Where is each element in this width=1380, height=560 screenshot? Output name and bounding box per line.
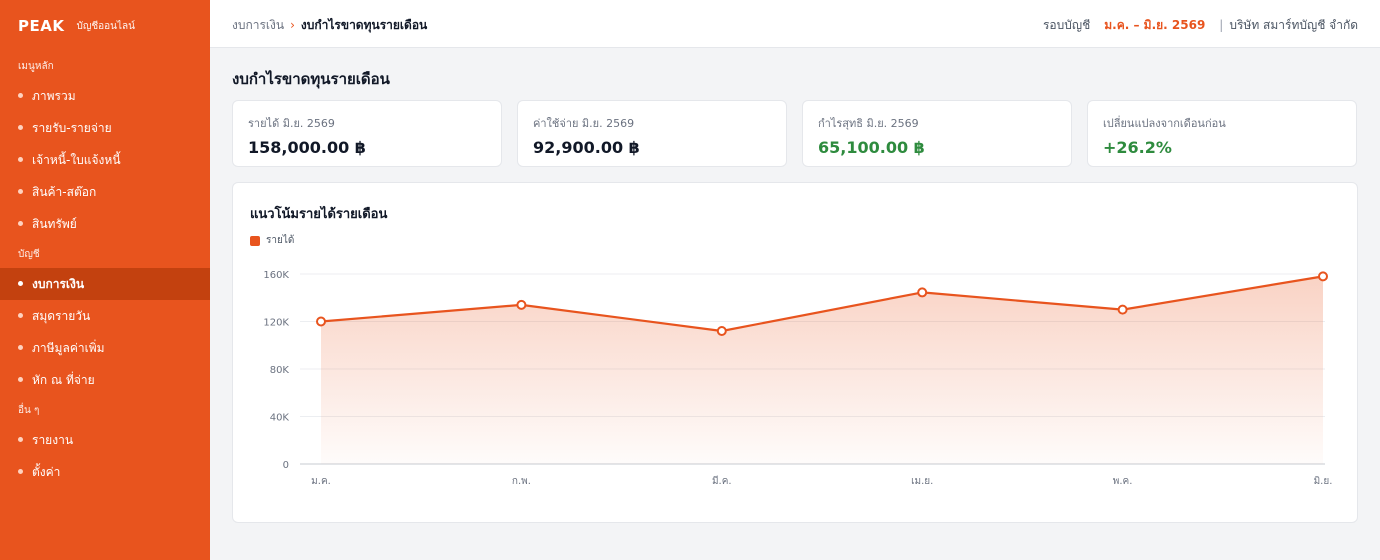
bullet-icon — [18, 313, 23, 318]
topbar-divider: | — [1219, 18, 1224, 32]
series-area — [321, 276, 1323, 464]
sidebar-item-label: รายงาน — [32, 433, 74, 447]
data-point[interactable] — [716, 326, 727, 336]
sidebar-item-label: สินค้า-สต๊อก — [32, 185, 97, 199]
period-range-selector[interactable]: ม.ค. – มิ.ย. 2569 — [1104, 18, 1206, 32]
sidebar-item-label: สมุดรายวัน — [32, 309, 91, 323]
bullet-icon — [18, 469, 23, 474]
sidebar-item[interactable]: ตั้งค่า — [0, 456, 210, 488]
bullet-icon — [18, 281, 23, 286]
sidebar-item-label: เจ้าหนี้-ใบแจ้งหนี้ — [32, 153, 121, 167]
bullet-icon — [18, 437, 23, 442]
brand[interactable]: PEAK บัญชีออนไลน์ — [0, 0, 210, 52]
kpi-label: เปลี่ยนแปลงจากเดือนก่อน — [1103, 117, 1226, 130]
sidebar-item[interactable]: เจ้าหนี้-ใบแจ้งหนี้ — [0, 144, 210, 176]
breadcrumb-current: งบกำไรขาดทุนรายเดือน — [300, 18, 428, 32]
kpi-card-revenue: รายได้ มิ.ย. 2569 158,000.00 ฿ — [232, 100, 502, 167]
kpi-card-expense: ค่าใช้จ่าย มิ.ย. 2569 92,900.00 ฿ — [517, 100, 787, 167]
data-point[interactable] — [1318, 271, 1328, 282]
bullet-icon — [18, 377, 23, 382]
sidebar-item-label: หัก ณ ที่จ่าย — [32, 373, 95, 387]
sidebar: PEAK บัญชีออนไลน์ เมนูหลักภาพรวมรายรับ-ร… — [0, 0, 210, 560]
sidebar-item[interactable]: ภาพรวม — [0, 80, 210, 112]
sidebar-item[interactable]: สินค้า-สต๊อก — [0, 176, 210, 208]
x-tick-label: ก.พ. — [512, 476, 531, 487]
period-label: รอบบัญชี — [1042, 18, 1091, 32]
x-tick-label: มิ.ย. — [1314, 476, 1333, 487]
sidebar-item[interactable]: สินทรัพย์ — [0, 208, 210, 240]
bullet-icon — [18, 221, 23, 226]
kpi-card-change: เปลี่ยนแปลงจากเดือนก่อน +26.2% — [1087, 100, 1357, 167]
brand-logo: PEAK — [18, 17, 65, 35]
sidebar-item-label: สินทรัพย์ — [32, 217, 77, 231]
y-tick-label: 80K — [270, 365, 290, 376]
sidebar-item-label: ภาพรวม — [32, 89, 76, 103]
revenue-trend-card: 0 40K 80K 120K 160K ม.ค. ก.พ. มี.ค. เม.ย. พ.ค. มิ.… — [232, 182, 1358, 523]
series-line — [320, 275, 1324, 333]
data-point[interactable] — [316, 316, 326, 327]
data-point[interactable] — [1117, 304, 1128, 315]
kpi-label: กำไรสุทธิ มิ.ย. 2569 — [818, 117, 919, 130]
bullet-icon — [18, 93, 23, 98]
kpi-label: ค่าใช้จ่าย มิ.ย. 2569 — [533, 117, 635, 130]
fiscal-period: รอบบัญชี ม.ค. – มิ.ย. 2569 | บริษัท สมาร์ทบ… — [1043, 16, 1358, 35]
brand-subtitle: บัญชีออนไลน์ — [76, 20, 135, 32]
legend-label: รายได้ — [266, 235, 295, 246]
sidebar-item[interactable]: หัก ณ ที่จ่าย — [0, 364, 210, 396]
page-title: งบกำไรขาดทุนรายเดือน — [232, 70, 390, 88]
sidebar-item[interactable]: ภาษีมูลค่าเพิ่ม — [0, 332, 210, 364]
y-tick-label: 120K — [263, 318, 289, 329]
topbar: งบการเงิน › งบกำไรขาดทุนรายเดือน รอบบัญชี ม… — [210, 0, 1380, 48]
sidebar-item[interactable]: รายงาน — [0, 424, 210, 456]
breadcrumb-parent[interactable]: งบการเงิน — [232, 18, 285, 32]
kpi-label: รายได้ มิ.ย. 2569 — [248, 117, 335, 130]
sidebar-section-label: อื่น ๆ — [18, 405, 40, 416]
sidebar-item-label: ภาษีมูลค่าเพิ่ม — [32, 341, 105, 355]
sidebar-item[interactable]: รายรับ-รายจ่าย — [0, 112, 210, 144]
kpi-value: 92,900.00 ฿ — [533, 138, 640, 157]
sidebar-item-label: งบการเงิน — [32, 277, 85, 291]
data-point[interactable] — [516, 299, 527, 310]
bullet-icon — [18, 157, 23, 162]
chart-legend[interactable]: รายได้ — [250, 233, 294, 248]
sidebar-nav: เมนูหลักภาพรวมรายรับ-รายจ่ายเจ้าหนี้-ใบแ… — [0, 52, 210, 488]
x-tick-label: ม.ค. — [311, 476, 331, 487]
y-tick-label: 40K — [270, 413, 290, 424]
x-tick-label: เม.ย. — [911, 476, 933, 487]
company-name[interactable]: บริษัท สมาร์ทบัญชี จำกัด — [1229, 18, 1358, 32]
legend-swatch — [250, 235, 260, 246]
kpi-value: 65,100.00 ฿ — [818, 138, 925, 157]
chart-title: แนวโน้มรายได้รายเดือน — [250, 207, 388, 222]
y-tick-label: 160K — [263, 270, 289, 281]
sidebar-item-label: รายรับ-รายจ่าย — [32, 121, 112, 135]
bullet-icon — [18, 189, 23, 194]
revenue-trend-chart: 0 40K 80K 120K 160K ม.ค. ก.พ. มี.ค. เม.ย. พ.ค. มิ.… — [263, 270, 1333, 487]
sidebar-item[interactable]: งบการเงิน — [0, 268, 210, 300]
x-tick-label: มี.ค. — [712, 475, 732, 487]
breadcrumb: งบการเงิน › งบกำไรขาดทุนรายเดือน — [232, 16, 427, 35]
sidebar-section-label: บัญชี — [18, 249, 40, 260]
sidebar-item-label: ตั้งค่า — [32, 465, 61, 479]
data-point[interactable] — [917, 287, 928, 298]
x-tick-label: พ.ค. — [1113, 476, 1133, 487]
sidebar-section-label: เมนูหลัก — [18, 61, 54, 72]
y-tick-label: 0 — [283, 460, 289, 471]
kpi-card-net-profit: กำไรสุทธิ มิ.ย. 2569 65,100.00 ฿ — [802, 100, 1072, 167]
kpi-value: 158,000.00 ฿ — [248, 138, 366, 157]
bullet-icon — [18, 125, 23, 130]
bullet-icon — [18, 345, 23, 350]
kpi-value: +26.2% — [1103, 138, 1172, 157]
sidebar-item[interactable]: สมุดรายวัน — [0, 300, 210, 332]
breadcrumb-separator: › — [290, 18, 295, 32]
